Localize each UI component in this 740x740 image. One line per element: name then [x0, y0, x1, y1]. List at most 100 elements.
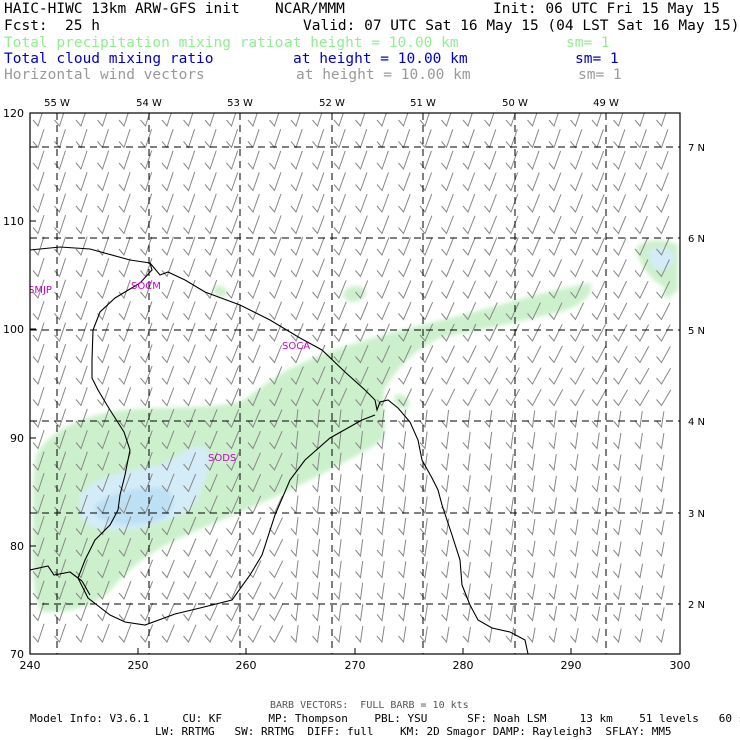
- wind-barb: [183, 172, 196, 192]
- wind-barb: [419, 539, 428, 558]
- wind-barb: [656, 280, 671, 299]
- wind-barb: [140, 430, 153, 450]
- wind-barb: [312, 150, 325, 171]
- wind-barb: [226, 150, 239, 171]
- wind-barb: [32, 279, 45, 300]
- wind-barb: [183, 409, 196, 428]
- x-tick-label: 300: [670, 659, 691, 672]
- wind-barb: [398, 150, 411, 170]
- wind-barb: [527, 150, 540, 170]
- wind-barb: [32, 602, 45, 622]
- wind-barb: [118, 150, 131, 171]
- wind-barb: [312, 495, 320, 515]
- wind-barb: [118, 602, 132, 622]
- wind-barb: [312, 517, 321, 536]
- wind-barb: [226, 538, 240, 557]
- wind-barb: [247, 301, 261, 321]
- wind-barb: [247, 581, 262, 600]
- wind-barb: [376, 193, 390, 213]
- wind-barb: [54, 473, 67, 493]
- wind-barb: [376, 626, 385, 644]
- wind-barb: [441, 474, 450, 493]
- wind-barb: [333, 625, 342, 644]
- wind-barb: [75, 322, 88, 343]
- wind-barb: [269, 215, 282, 235]
- field-precip-height: at height = 10.00 km: [284, 35, 459, 51]
- wind-barb: [226, 129, 239, 149]
- wind-barb: [54, 387, 67, 407]
- x-axis-labels: 240 250 260 270 280 290 300: [20, 659, 691, 672]
- wind-barb: [226, 113, 237, 128]
- wind-barb: [613, 215, 627, 235]
- wind-barb: [355, 280, 369, 299]
- wind-barb: [140, 322, 153, 342]
- wind-barb: [398, 258, 412, 278]
- wind-barb: [419, 280, 433, 299]
- wind-barb: [269, 387, 283, 407]
- wind-barb: [527, 129, 540, 149]
- wind-barb: [118, 365, 131, 385]
- wind-barb: [161, 516, 175, 536]
- wind-barb: [54, 430, 67, 450]
- wind-barb: [419, 215, 433, 235]
- wind-barb: [333, 280, 347, 299]
- wind-barb: [634, 194, 648, 213]
- wind-barb: [505, 540, 514, 558]
- wind-barb: [204, 409, 218, 428]
- wind-barb: [355, 452, 364, 472]
- wind-barb: [290, 430, 299, 450]
- wind-barb: [505, 475, 514, 493]
- wind-barb: [312, 538, 321, 558]
- wind-barb: [505, 453, 514, 472]
- wind-barb: [97, 279, 110, 300]
- wind-barb: [376, 280, 390, 299]
- wind-barb: [54, 279, 67, 300]
- field-wind-smooth: sm= 1: [578, 67, 622, 83]
- wind-barb: [462, 431, 471, 450]
- wind-barb: [419, 431, 428, 450]
- wind-barb: [204, 279, 218, 299]
- wind-barb: [548, 519, 557, 536]
- wind-barb: [290, 538, 299, 558]
- wind-barb: [398, 280, 412, 299]
- station-sods: SODS: [208, 453, 236, 464]
- wind-barb: [247, 129, 260, 149]
- wind-barb: [656, 346, 671, 364]
- wind-barb: [484, 583, 493, 601]
- wind-barb: [183, 452, 197, 471]
- wind-barb: [226, 323, 239, 342]
- wind-barb: [118, 215, 131, 235]
- wind-barb: [97, 258, 110, 278]
- wind-barb: [376, 409, 385, 429]
- wind-barb: [183, 150, 196, 171]
- wind-barb: [591, 129, 604, 149]
- wind-barb: [312, 172, 325, 192]
- wind-barb: [140, 559, 154, 579]
- wind-barb: [54, 258, 67, 278]
- wind-barb: [204, 516, 218, 536]
- wind-barb: [290, 581, 299, 601]
- wind-barb: [32, 236, 45, 257]
- wind-barb: [204, 581, 219, 600]
- wind-barb: [333, 237, 347, 256]
- wind-barb: [75, 236, 88, 257]
- wind-barb: [591, 113, 602, 128]
- wind-barb: [634, 150, 648, 170]
- wind-barb: [54, 193, 67, 214]
- x-tick-label: 290: [561, 659, 582, 672]
- wind-barb: [355, 517, 364, 536]
- y-tick-label: 110: [3, 215, 24, 228]
- wind-barb: [290, 258, 304, 278]
- wind-barb: [441, 113, 452, 128]
- wind-barb: [75, 344, 88, 364]
- wind-barb: [269, 560, 284, 579]
- wind-barb: [398, 301, 412, 321]
- wind-barb: [32, 515, 45, 536]
- wind-barb: [161, 408, 175, 428]
- station-soca: SOCA: [282, 341, 310, 352]
- wind-barb: [634, 628, 644, 644]
- wind-barb: [290, 323, 304, 342]
- wind-barb: [355, 344, 369, 364]
- wind-barb: [376, 323, 390, 342]
- wind-barb: [75, 451, 88, 471]
